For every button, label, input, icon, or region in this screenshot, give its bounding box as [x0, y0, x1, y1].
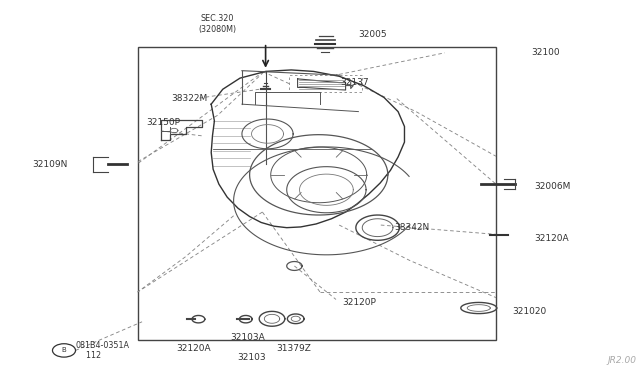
Text: 31379Z: 31379Z [276, 344, 311, 353]
Text: 32109N: 32109N [32, 160, 67, 169]
Text: SEC.320
(32080M): SEC.320 (32080M) [198, 15, 237, 34]
Text: 32120A: 32120A [534, 234, 569, 243]
Bar [138, 46, 496, 340]
Text: 32103: 32103 [237, 353, 266, 362]
Text: 38342N: 38342N [394, 223, 429, 232]
Text: 321020: 321020 [512, 307, 547, 316]
Text: 38322M: 38322M [172, 94, 208, 103]
Circle shape [52, 344, 76, 357]
Text: 32006M: 32006M [534, 182, 571, 191]
Text: 081B4-0351A
    112: 081B4-0351A 112 [76, 341, 129, 360]
Text: 32005: 32005 [358, 30, 387, 39]
Text: 32100: 32100 [531, 48, 560, 57]
Text: 32120A: 32120A [177, 344, 211, 353]
Text: 32103A: 32103A [230, 333, 265, 342]
Text: JR2.00: JR2.00 [608, 356, 637, 365]
Text: 32120P: 32120P [342, 298, 376, 307]
Text: B: B [61, 347, 67, 353]
Text: 32137: 32137 [340, 78, 369, 87]
Text: 32150P: 32150P [146, 118, 180, 126]
